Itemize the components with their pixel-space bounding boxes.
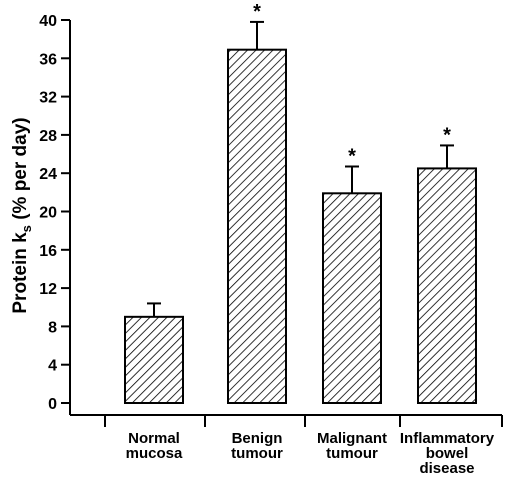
significance-marker: *	[253, 1, 261, 23]
y-tick-label: 36	[39, 51, 57, 68]
bar	[417, 167, 477, 404]
y-tick-label: 20	[39, 205, 57, 222]
category-label: Normal mucosa	[126, 430, 183, 462]
y-axis-label: Protein ks (% per day)	[10, 117, 34, 313]
bar	[124, 315, 184, 405]
y-tick-label: 4	[48, 358, 57, 375]
y-tick-label: 40	[39, 13, 57, 30]
y-tick-label: 0	[48, 396, 57, 413]
y-tick-label: 32	[39, 90, 57, 107]
y-tick-label: 28	[39, 128, 57, 145]
category-label: Benign tumour	[231, 430, 283, 462]
significance-marker: *	[348, 145, 356, 167]
y-tick-label: 24	[39, 166, 57, 183]
bar	[227, 48, 287, 405]
bar	[322, 192, 382, 404]
category-label: Inflammatory bowel disease	[400, 430, 495, 477]
y-tick-label: 16	[39, 243, 57, 260]
category-label: Malignant tumour	[317, 430, 387, 462]
y-tick-label: 8	[48, 319, 57, 336]
y-tick-label: 12	[39, 281, 57, 298]
significance-marker: *	[443, 124, 451, 146]
